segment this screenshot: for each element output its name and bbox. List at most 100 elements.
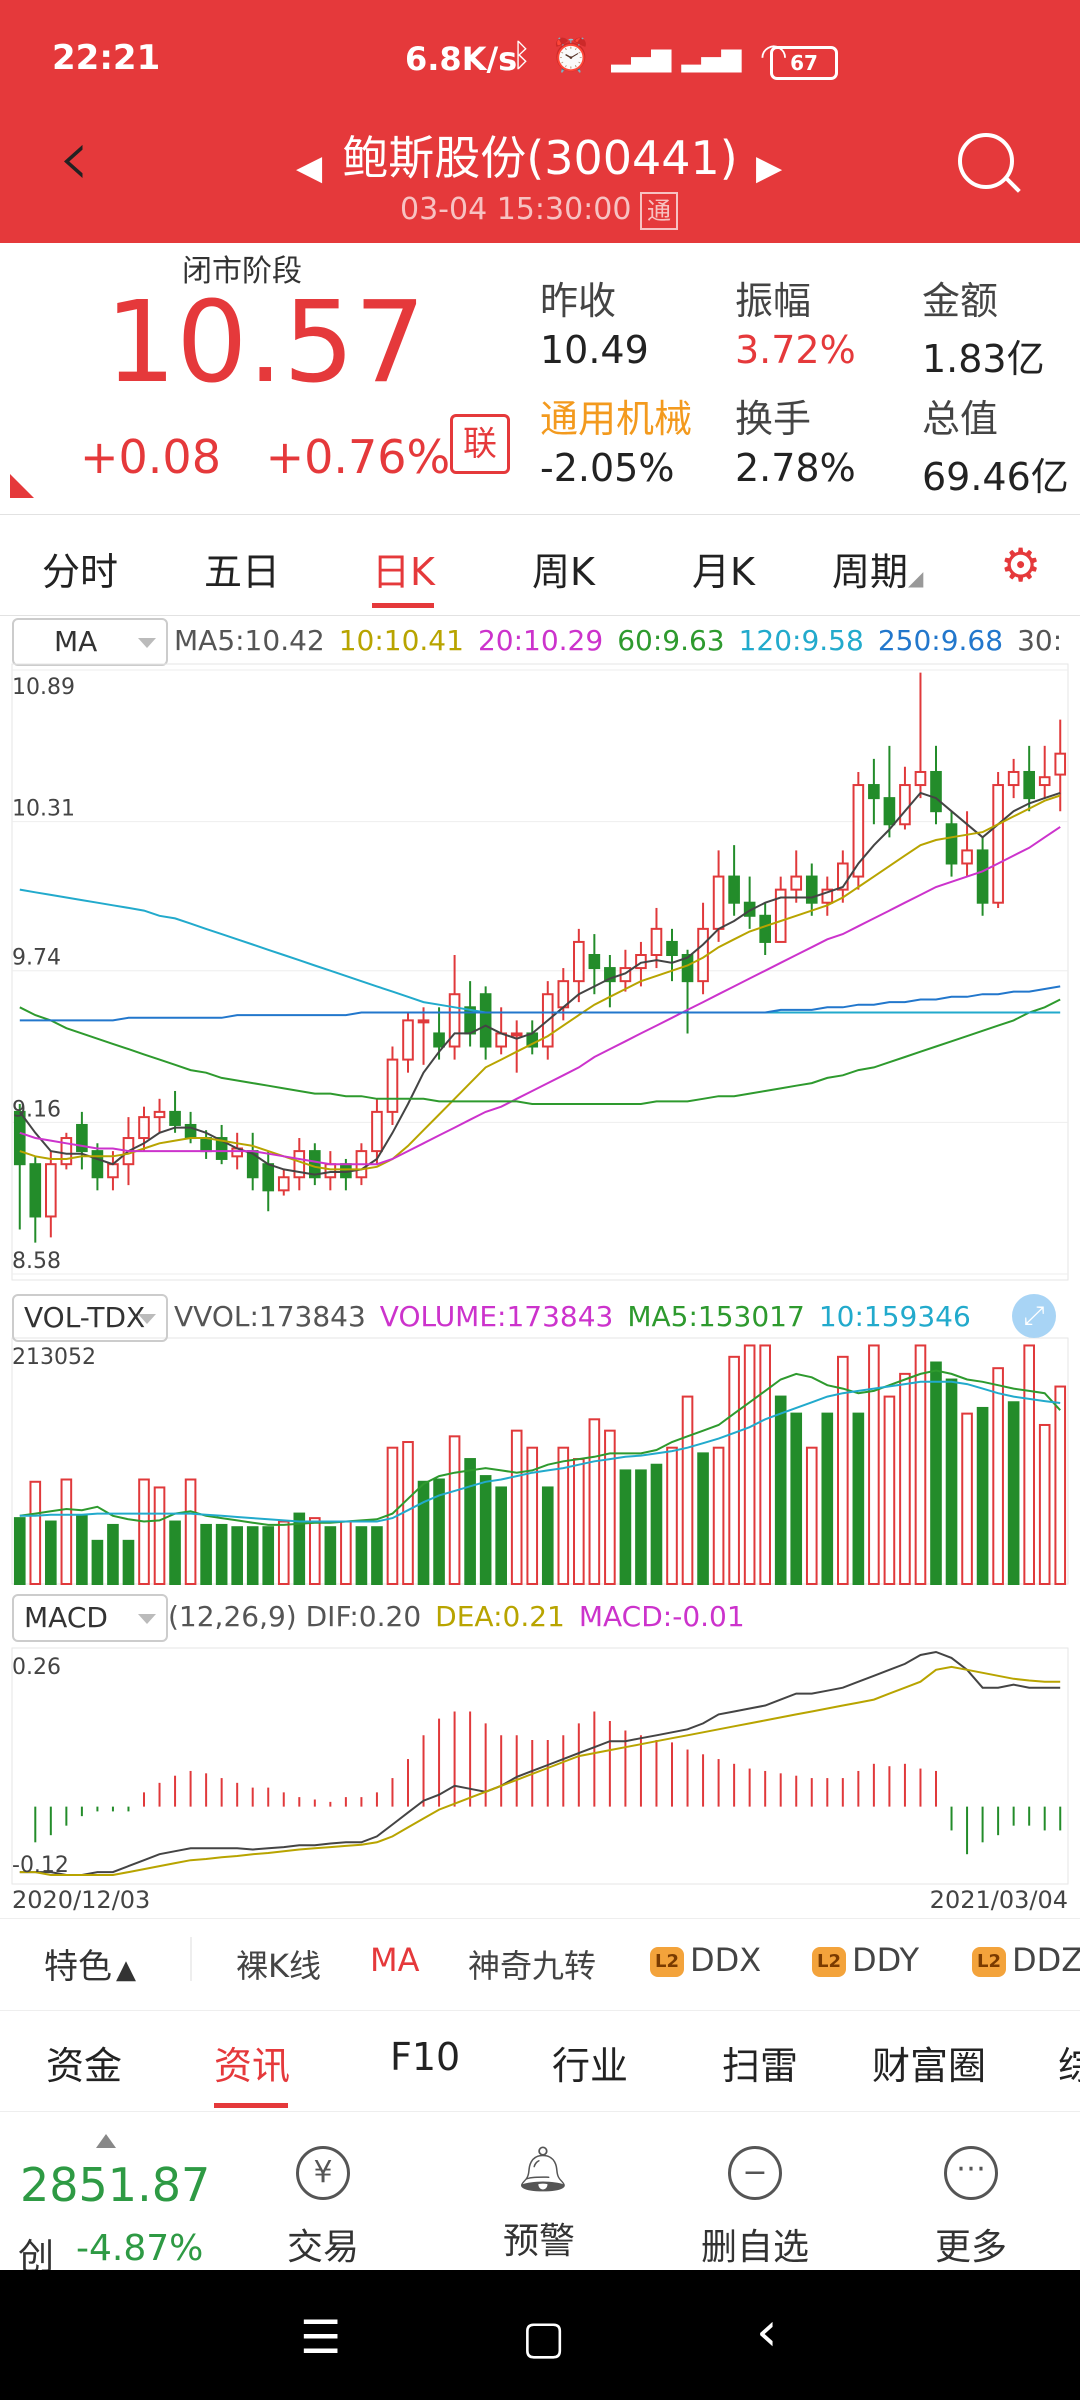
macd-min-label: -0.12: [12, 1853, 69, 1878]
tab-risk-scan[interactable]: 扫雷: [722, 2044, 799, 2088]
tab-wealth-circle[interactable]: 财富圈: [872, 2044, 987, 2088]
alarm-icon: ⏰: [551, 36, 592, 74]
home-icon[interactable]: ▢: [522, 2310, 566, 2364]
volume-bar: [60, 1478, 73, 1586]
gear-icon[interactable]: ⚙: [1000, 538, 1042, 592]
menu-icon[interactable]: ☰: [300, 2310, 342, 2364]
tab-more[interactable]: 综: [1058, 2035, 1080, 2090]
l2-badge-icon: L2: [972, 1947, 1006, 1977]
candle: [852, 784, 865, 878]
y-tick-label: 8.58: [12, 1249, 61, 1274]
trade-button[interactable]: ¥ 交易: [258, 2146, 388, 2270]
tab-monthly-k[interactable]: 月K: [692, 550, 755, 594]
related-badge[interactable]: 联: [450, 414, 510, 474]
volume-bar: [868, 1344, 880, 1585]
volume-bar: [246, 1526, 259, 1586]
candle: [386, 1058, 399, 1113]
expand-icon[interactable]: ⤢: [1012, 1294, 1056, 1338]
volume-frame: [11, 1337, 1069, 1585]
macd-bars: [19, 1650, 1062, 1876]
feature-ma[interactable]: MA: [370, 1941, 420, 1979]
ma-line-60: [19, 998, 1061, 1105]
tab-funds[interactable]: 资金: [46, 2044, 123, 2088]
feature-naked-k[interactable]: 裸K线: [236, 1947, 321, 1985]
tab-minute[interactable]: 分时: [42, 550, 119, 594]
tab-news[interactable]: 资讯: [214, 2044, 291, 2088]
candle: [76, 1123, 88, 1153]
index-value[interactable]: 2851.87: [20, 2158, 211, 2212]
volume-bar: [930, 1361, 942, 1585]
feature-nine-turn[interactable]: 神奇九转: [468, 1947, 597, 1985]
macd-max-label: 0.26: [12, 1655, 61, 1680]
feature-ddx[interactable]: L2 DDX: [650, 1941, 761, 1979]
volume-bar: [666, 1446, 678, 1585]
bell-icon: 🔔︎: [515, 2144, 571, 2195]
volume-bar: [340, 1520, 352, 1585]
info-section-tabs: 资金 资讯 F10 行业 扫雷 财富圈 综: [0, 2010, 1080, 2112]
candle: [650, 927, 663, 957]
ma-selector[interactable]: MA: [12, 618, 168, 666]
volume-bar: [712, 1446, 725, 1585]
price-change: +0.08 +0.76%: [80, 430, 450, 484]
tab-weekly-k[interactable]: 周K: [532, 550, 595, 594]
tab-period[interactable]: 周期◢: [832, 541, 923, 596]
volume-bar: [107, 1523, 119, 1586]
candle: [821, 888, 834, 904]
vol-selector-label: VOL-TDX: [24, 1301, 146, 1334]
candle: [402, 1019, 414, 1061]
volume-bar: [650, 1463, 663, 1585]
alert-button[interactable]: 🔔︎ 预警: [474, 2146, 604, 2264]
volume-bar: [479, 1475, 492, 1585]
kline-chart[interactable]: 10.89 10.31 9.74 9.16 8.58 213052 0.26 -0.12 202…: [0, 660, 1080, 1920]
ma-line-20: [19, 826, 1061, 1166]
search-icon[interactable]: [958, 133, 1014, 189]
candle: [29, 1163, 42, 1218]
stat-label-3[interactable]: 通用机械: [540, 397, 693, 441]
volume-bar: [13, 1517, 26, 1586]
remove-watchlist-button[interactable]: − 删自选: [690, 2146, 820, 2270]
back-nav-icon[interactable]: ‹: [756, 2300, 778, 2363]
candle: [45, 1163, 57, 1218]
next-stock-icon[interactable]: ▶: [756, 148, 783, 188]
volume-bar: [510, 1429, 523, 1586]
volume-bar: [697, 1452, 709, 1586]
y-tick-label: 9.16: [12, 1097, 61, 1122]
yen-icon: ¥: [296, 2146, 350, 2200]
feature-toggle[interactable]: 特色 ▲: [44, 1939, 136, 1988]
candle: [930, 770, 942, 813]
feature-ddz[interactable]: L2 DDZ: [972, 1941, 1080, 1979]
feature-ddy[interactable]: L2 DDY: [812, 1941, 919, 1979]
candle: [914, 770, 927, 787]
more-button[interactable]: ⋯ 更多: [906, 2146, 1036, 2270]
candle: [277, 1176, 290, 1192]
volume-bar: [805, 1446, 818, 1585]
prev-stock-icon[interactable]: ◀: [296, 148, 323, 188]
triangle-down-icon: ◢: [908, 566, 924, 590]
back-button[interactable]: ‹: [58, 111, 90, 204]
vol-selector[interactable]: VOL-TDX: [12, 1294, 168, 1342]
volume-bar: [604, 1429, 616, 1586]
remove-watchlist-label: 删自选: [700, 2227, 809, 2268]
l2-badge-icon: L2: [650, 1947, 684, 1977]
tab-f10[interactable]: F10: [390, 2035, 461, 2079]
corner-triangle-icon: [10, 474, 34, 498]
tab-industry[interactable]: 行业: [552, 2044, 629, 2088]
ma-value-0: MA5:10.42: [174, 624, 325, 657]
tab-daily-k[interactable]: 日K: [372, 550, 435, 594]
candle: [448, 993, 461, 1048]
volume-bar: [619, 1469, 632, 1586]
index-change: -4.87%: [76, 2228, 204, 2269]
ma-value-6: 30:: [1017, 624, 1063, 657]
candle: [107, 1163, 119, 1179]
vol-value-1: VOLUME:173843: [379, 1300, 614, 1333]
candle: [573, 940, 585, 983]
volume-bar: [1054, 1385, 1067, 1585]
macd-dif-line: [19, 1650, 1061, 1876]
candle: [91, 1150, 104, 1179]
candle: [153, 1110, 166, 1119]
connect-badge: 通: [640, 192, 678, 230]
candle: [169, 1110, 181, 1126]
macd-selector[interactable]: MACD: [12, 1594, 168, 1642]
tab-five-day[interactable]: 五日: [204, 550, 281, 594]
active-section-underline: [214, 2103, 288, 2108]
